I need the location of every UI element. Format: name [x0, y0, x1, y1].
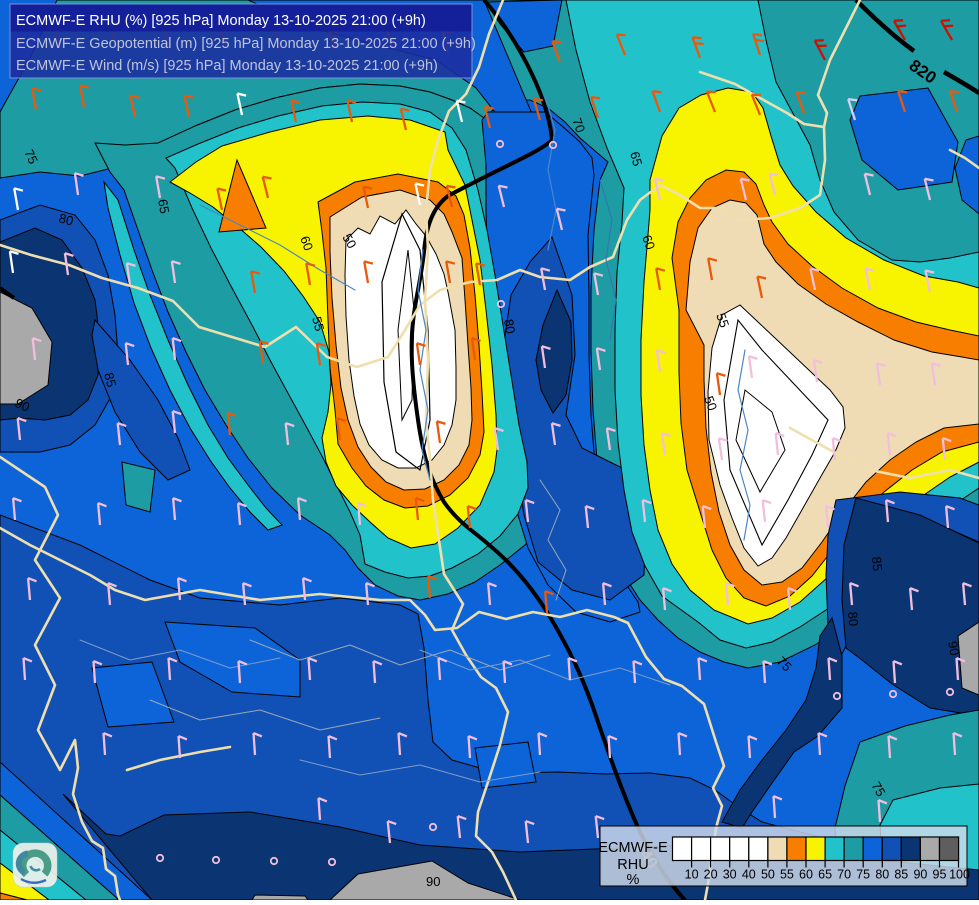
svg-text:75: 75	[21, 147, 41, 166]
svg-text:90: 90	[913, 868, 927, 882]
svg-text:50: 50	[339, 231, 359, 251]
svg-text:85: 85	[869, 556, 885, 572]
svg-text:60: 60	[639, 233, 658, 252]
svg-text:65: 65	[818, 868, 832, 882]
svg-text:RHU: RHU	[617, 857, 648, 873]
svg-text:55: 55	[780, 868, 794, 882]
svg-text:50: 50	[701, 394, 720, 413]
svg-text:60: 60	[297, 234, 316, 253]
svg-text:ECMWF-E: ECMWF-E	[598, 840, 668, 856]
svg-text:95: 95	[933, 868, 947, 882]
svg-text:70: 70	[837, 868, 851, 882]
svg-text:85: 85	[894, 868, 908, 882]
svg-text:55: 55	[713, 311, 732, 330]
svg-text:90: 90	[945, 640, 962, 657]
svg-text:60: 60	[799, 868, 813, 882]
svg-text:75: 75	[868, 779, 888, 799]
svg-text:80: 80	[875, 868, 889, 882]
svg-text:80: 80	[501, 318, 518, 335]
svg-text:ECMWF-E RHU (%) [925 hPa] Mond: ECMWF-E RHU (%) [925 hPa] Monday 13-10-2…	[16, 13, 426, 29]
svg-text:100: 100	[949, 868, 970, 882]
svg-text:50: 50	[761, 868, 775, 882]
svg-text:40: 40	[742, 868, 756, 882]
svg-text:20: 20	[704, 868, 718, 882]
svg-text:75: 75	[856, 868, 870, 882]
svg-text:65: 65	[627, 150, 645, 168]
svg-text:55: 55	[309, 315, 327, 333]
svg-text:90: 90	[13, 395, 32, 415]
svg-text:90: 90	[426, 874, 440, 889]
svg-text:30: 30	[723, 868, 737, 882]
svg-text:85: 85	[101, 371, 119, 389]
svg-text:80: 80	[845, 611, 861, 627]
svg-text:70: 70	[569, 116, 588, 135]
svg-text:ECMWF-E Geopotential (m) [925: ECMWF-E Geopotential (m) [925 hPa] Monda…	[16, 36, 476, 52]
svg-text:%: %	[627, 872, 640, 888]
svg-text:ECMWF-E Wind (m/s) [925 hPa] M: ECMWF-E Wind (m/s) [925 hPa] Monday 13-1…	[16, 58, 438, 74]
svg-text:80: 80	[57, 210, 75, 228]
svg-text:10: 10	[685, 868, 699, 882]
svg-text:65: 65	[155, 198, 172, 215]
